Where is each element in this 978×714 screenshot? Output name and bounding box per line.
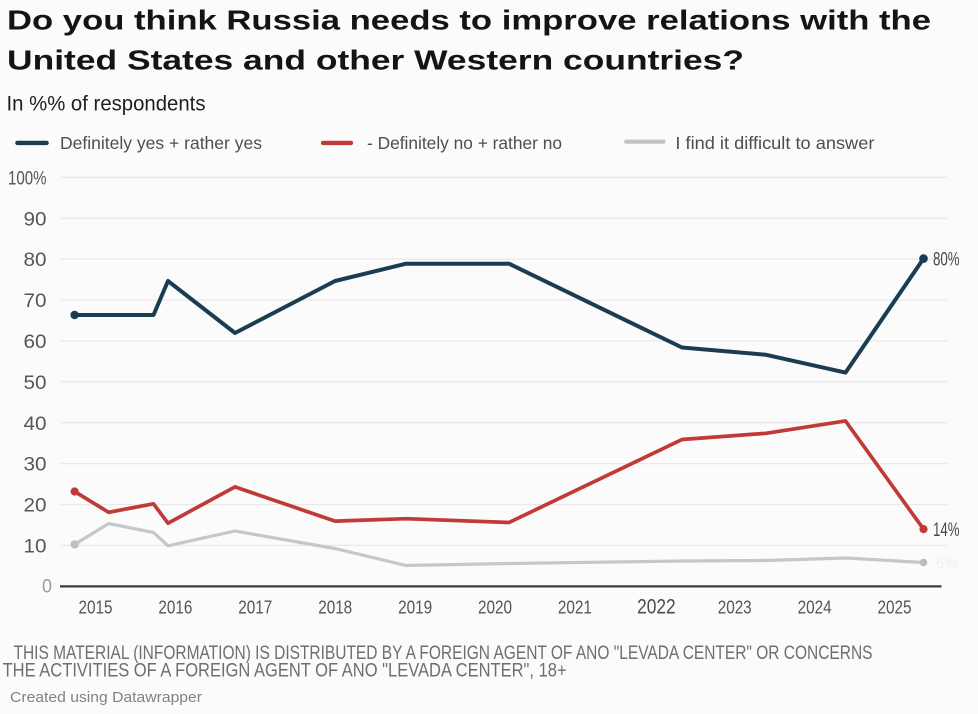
svg-text:2024: 2024: [798, 598, 832, 618]
svg-text:90: 90: [24, 209, 47, 230]
svg-text:50: 50: [24, 373, 47, 394]
svg-text:In %% of respondents: In %% of respondents: [7, 93, 206, 116]
svg-text:2022: 2022: [637, 595, 676, 618]
svg-text:100%: 100%: [8, 169, 47, 190]
svg-text:0: 0: [42, 577, 52, 598]
svg-text:14%: 14%: [933, 520, 960, 541]
svg-text:40: 40: [24, 414, 47, 435]
svg-text:80%: 80%: [933, 249, 960, 270]
svg-text:THIS MATERIAL (INFORMATION) IS: THIS MATERIAL (INFORMATION) IS DISTRIBUT…: [14, 643, 873, 664]
svg-text:2015: 2015: [79, 598, 113, 618]
svg-text:THE ACTIVITIES OF A FOREIGN AG: THE ACTIVITIES OF A FOREIGN AGENT OF ANO…: [3, 661, 567, 682]
svg-text:2025: 2025: [878, 598, 912, 618]
svg-text:United States and other Wester: United States and other Western countrie…: [7, 45, 744, 76]
svg-text:2016: 2016: [158, 598, 192, 618]
svg-text:Created using Datawrapper: Created using Datawrapper: [10, 689, 202, 706]
svg-text:2017: 2017: [238, 598, 272, 618]
svg-text:80: 80: [24, 250, 47, 271]
svg-text:70: 70: [24, 291, 47, 312]
svg-text:30: 30: [24, 455, 47, 476]
svg-text:2018: 2018: [318, 598, 352, 618]
svg-text:- Definitely no + rather no: - Definitely no + rather no: [367, 133, 562, 153]
svg-text:Do you think Russia needs to i: Do you think Russia needs to improve rel…: [7, 5, 931, 36]
svg-text:2020: 2020: [478, 598, 512, 618]
svg-text:2023: 2023: [718, 598, 752, 618]
svg-text:I find it difficult to answer: I find it difficult to answer: [675, 133, 874, 153]
svg-text:2021: 2021: [558, 598, 592, 618]
svg-text:60: 60: [24, 332, 47, 353]
svg-text:2019: 2019: [398, 598, 432, 618]
svg-text:20: 20: [24, 496, 47, 517]
svg-text:10: 10: [24, 537, 47, 558]
svg-text:Definitely yes + rather yes: Definitely yes + rather yes: [60, 133, 262, 153]
svg-text:6%: 6%: [936, 556, 958, 573]
